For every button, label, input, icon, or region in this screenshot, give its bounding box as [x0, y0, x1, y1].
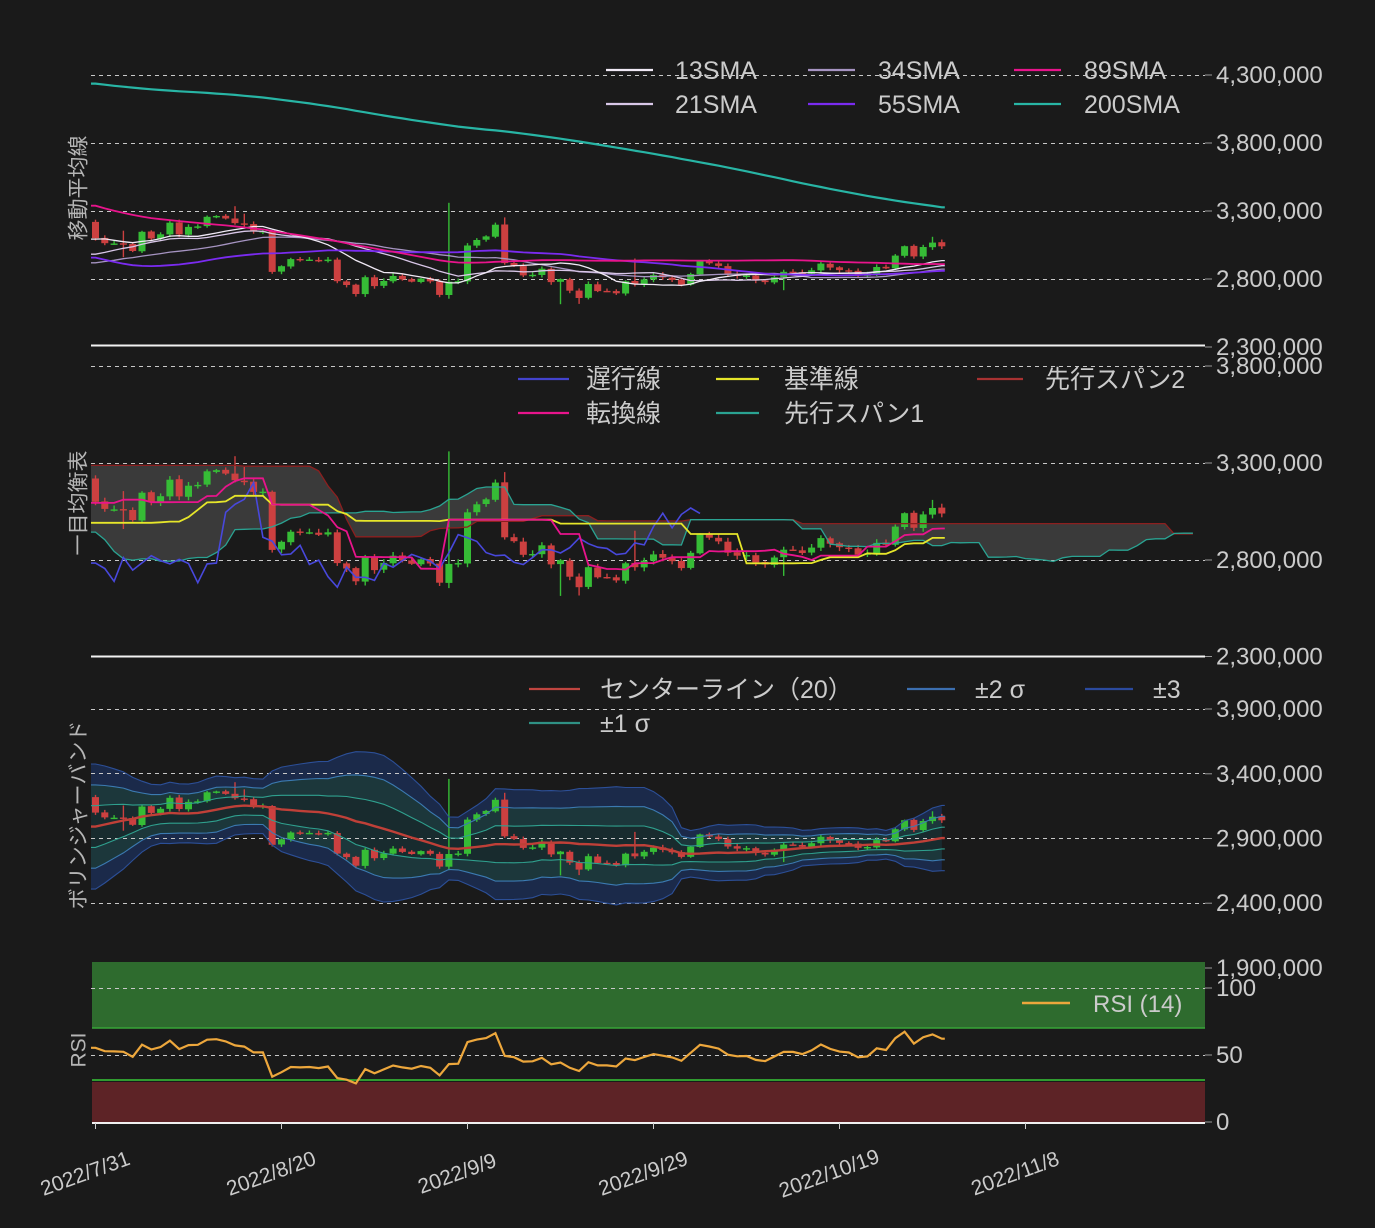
svg-text:2,300,000: 2,300,000: [1216, 334, 1323, 361]
svg-text:ボリンジャーバンド: ボリンジャーバンド: [67, 721, 90, 910]
svg-text:2,800,000: 2,800,000: [1216, 266, 1323, 293]
svg-text:200SMA: 200SMA: [1084, 91, 1180, 119]
svg-text:3,800,000: 3,800,000: [1216, 130, 1323, 157]
svg-text:基準線: 基準線: [784, 366, 859, 394]
svg-text:50: 50: [1216, 1042, 1243, 1069]
svg-text:±2 σ: ±2 σ: [975, 676, 1026, 704]
svg-text:13SMA: 13SMA: [675, 57, 757, 85]
svg-text:2,400,000: 2,400,000: [1216, 890, 1323, 917]
svg-text:3,300,000: 3,300,000: [1216, 198, 1323, 225]
svg-text:転換線: 転換線: [586, 400, 661, 428]
svg-text:100: 100: [1216, 975, 1256, 1002]
svg-text:4,300,000: 4,300,000: [1216, 62, 1323, 89]
svg-text:3,800,000: 3,800,000: [1216, 353, 1323, 380]
svg-text:1,900,000: 1,900,000: [1216, 955, 1323, 982]
svg-text:2,900,000: 2,900,000: [1216, 826, 1323, 853]
svg-text:±1 σ: ±1 σ: [600, 710, 651, 738]
svg-text:2,800,000: 2,800,000: [1216, 547, 1323, 574]
svg-text:3,300,000: 3,300,000: [1216, 450, 1323, 477]
svg-text:3,900,000: 3,900,000: [1216, 696, 1323, 723]
svg-text:センターライン（20）: センターライン（20）: [600, 676, 853, 704]
svg-text:移動平均線: 移動平均線: [67, 136, 90, 241]
svg-text:89SMA: 89SMA: [1084, 57, 1166, 85]
svg-text:一目均衡表: 一目均衡表: [67, 451, 90, 556]
svg-text:0: 0: [1216, 1109, 1229, 1136]
svg-text:RSI (14): RSI (14): [1093, 991, 1182, 1018]
svg-text:先行スパン1: 先行スパン1: [784, 400, 924, 428]
svg-text:遅行線: 遅行線: [586, 366, 661, 394]
svg-text:RSI: RSI: [67, 1032, 90, 1067]
svg-text:3,400,000: 3,400,000: [1216, 761, 1323, 788]
svg-text:55SMA: 55SMA: [878, 91, 960, 119]
svg-text:先行スパン2: 先行スパン2: [1045, 366, 1185, 394]
svg-text:2,300,000: 2,300,000: [1216, 644, 1323, 671]
svg-text:34SMA: 34SMA: [878, 57, 960, 85]
svg-text:±3: ±3: [1153, 676, 1181, 704]
svg-text:21SMA: 21SMA: [675, 91, 757, 119]
